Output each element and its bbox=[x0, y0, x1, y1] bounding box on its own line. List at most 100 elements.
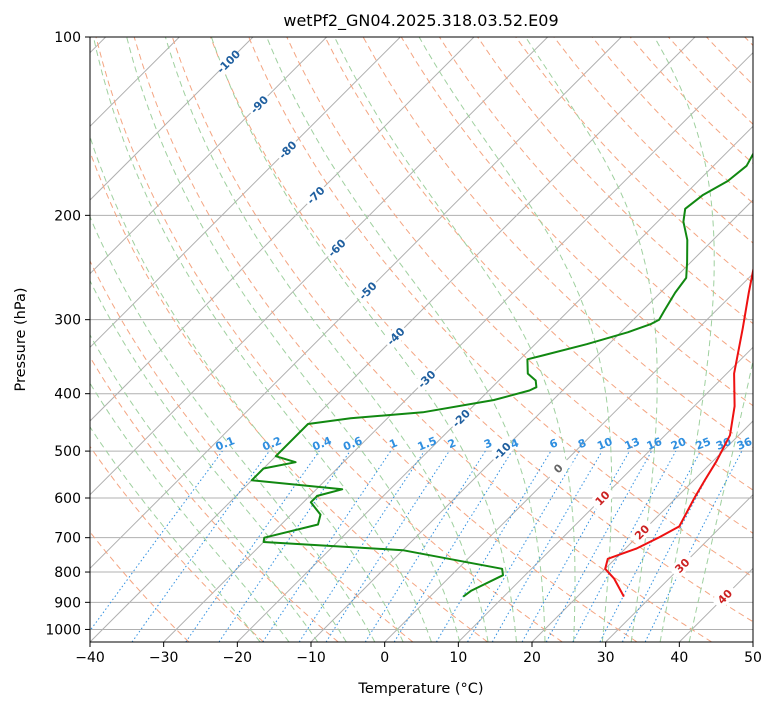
moist-adiabat bbox=[688, 358, 753, 642]
dry-adiabat bbox=[744, 37, 753, 47]
isotherm-label-bg bbox=[488, 437, 516, 465]
isotherm-line bbox=[752, 641, 753, 642]
mixing-ratio-label: 25 bbox=[694, 435, 713, 453]
isotherm-label-bg bbox=[544, 455, 572, 482]
y-tick-label: 800 bbox=[54, 565, 81, 581]
x-tick-label: −10 bbox=[296, 650, 326, 666]
mixing-ratio-line bbox=[90, 450, 223, 632]
moist-adiabat bbox=[525, 37, 658, 642]
chart-title: wetPf2_GN04.2025.318.03.52.E09 bbox=[283, 11, 558, 31]
isotherm-line bbox=[90, 37, 549, 496]
dry-adiabat bbox=[553, 37, 753, 244]
mixing-ratio-line bbox=[435, 450, 552, 642]
x-axis-title: Temperature (°C) bbox=[357, 681, 483, 697]
x-tick-label: −40 bbox=[75, 650, 105, 666]
mixing-ratio-label: 3 bbox=[482, 436, 494, 451]
x-tick-label: 0 bbox=[380, 650, 389, 666]
mixing-ratio-line bbox=[599, 450, 701, 642]
x-tick-label: −20 bbox=[223, 650, 253, 666]
isotherm-label-bg bbox=[711, 583, 739, 610]
mixing-ratio-line bbox=[298, 450, 425, 642]
y-tick-label: 300 bbox=[54, 313, 81, 329]
mixing-ratio-label: 16 bbox=[645, 435, 664, 453]
isotherm-label-bg bbox=[245, 91, 273, 118]
isotherm-line bbox=[163, 51, 753, 642]
isotherm-label-bg bbox=[447, 404, 475, 432]
mixing-ratio-line bbox=[644, 450, 743, 642]
mixing-ratio-label: 6 bbox=[548, 436, 560, 451]
mixing-ratio-label: 20 bbox=[669, 435, 688, 453]
mixing-ratio-line bbox=[393, 450, 513, 642]
mixing-ratio-label: 36 bbox=[735, 435, 754, 453]
x-tick-label: 30 bbox=[597, 650, 615, 666]
isotherm-label-bg bbox=[628, 518, 656, 546]
moist-adiabat bbox=[90, 426, 261, 642]
isotherm-line bbox=[310, 199, 753, 642]
isotherm-line bbox=[90, 37, 622, 570]
isotherm-label-bg bbox=[215, 48, 242, 75]
isotherm-line bbox=[384, 272, 753, 642]
y-tick-label: 100 bbox=[54, 30, 81, 46]
plot-frame bbox=[89, 36, 754, 643]
dry-adiabat bbox=[95, 37, 563, 642]
x-tick-label: 40 bbox=[670, 650, 688, 666]
moist-adiabat bbox=[90, 334, 319, 642]
moist-adiabat bbox=[210, 37, 517, 642]
y-tick-label: 600 bbox=[54, 491, 81, 507]
isotherm-line bbox=[457, 346, 753, 642]
dry-adiabat bbox=[90, 445, 264, 642]
isotherm-line bbox=[531, 420, 753, 642]
mixing-ratio-label: 30 bbox=[714, 435, 733, 453]
isotherm-line bbox=[90, 37, 401, 349]
moist-adiabat bbox=[653, 37, 715, 642]
isotherm-label-bg bbox=[302, 181, 330, 209]
y-tick-label: 700 bbox=[54, 531, 81, 547]
temperature-profile bbox=[604, 265, 753, 598]
dewpoint-profile bbox=[250, 152, 753, 598]
isotherm-line bbox=[236, 125, 753, 642]
isotherm-label: -100 bbox=[215, 47, 244, 76]
moist-adiabat bbox=[90, 215, 376, 642]
mixing-ratio-line bbox=[325, 450, 450, 642]
isotherm-line bbox=[90, 37, 254, 201]
mixing-ratio-line bbox=[572, 450, 677, 642]
dry-adiabat bbox=[171, 37, 712, 642]
profiles bbox=[250, 152, 753, 598]
dry-adiabat bbox=[324, 37, 753, 491]
mixing-ratio-label: 2 bbox=[446, 436, 458, 451]
dry-adiabat bbox=[515, 37, 753, 284]
isotherm-label-bg bbox=[668, 552, 696, 579]
isotherm-line bbox=[90, 37, 328, 275]
moist-adiabat bbox=[126, 37, 461, 642]
dry-adiabat bbox=[90, 259, 414, 642]
mixing-ratio-line bbox=[218, 450, 351, 642]
isotherm-label-bg bbox=[323, 234, 351, 262]
mixing-ratio-label: 1 bbox=[387, 436, 399, 451]
moist-adiabat bbox=[164, 37, 489, 642]
dry-adiabat bbox=[90, 356, 339, 642]
y-tick-label: 1000 bbox=[45, 622, 81, 638]
mixing-ratio-label: 8 bbox=[576, 436, 588, 451]
y-tick-label: 500 bbox=[54, 444, 81, 460]
x-tick-label: 50 bbox=[744, 650, 762, 666]
dry-adiabat bbox=[248, 37, 753, 578]
isotherm-label-bg bbox=[382, 322, 410, 350]
isotherm-label-bg bbox=[354, 277, 382, 305]
isotherm-label-bg bbox=[588, 484, 616, 512]
isotherm-label-bg bbox=[274, 136, 302, 164]
dry-adiabat bbox=[591, 37, 753, 204]
axes: −40 −30 −20 −10 0 10 20 30 40 50 100 200 300 400 500 60… bbox=[45, 30, 762, 666]
x-tick-label: −30 bbox=[149, 650, 179, 666]
mixing-ratio-line bbox=[545, 450, 653, 642]
dry-adiabat bbox=[286, 37, 753, 534]
moist-adiabat bbox=[90, 382, 290, 642]
moist-adiabat bbox=[418, 37, 613, 642]
dry-adiabat bbox=[90, 150, 488, 642]
mixing-ratio-line bbox=[262, 450, 392, 642]
y-axis-title: Pressure (hPa) bbox=[13, 287, 29, 391]
moist-adiabat bbox=[266, 37, 546, 642]
dry-adiabat bbox=[668, 37, 753, 125]
isotherm-line bbox=[678, 567, 753, 642]
mixing-ratio-label: 10 bbox=[595, 435, 614, 453]
